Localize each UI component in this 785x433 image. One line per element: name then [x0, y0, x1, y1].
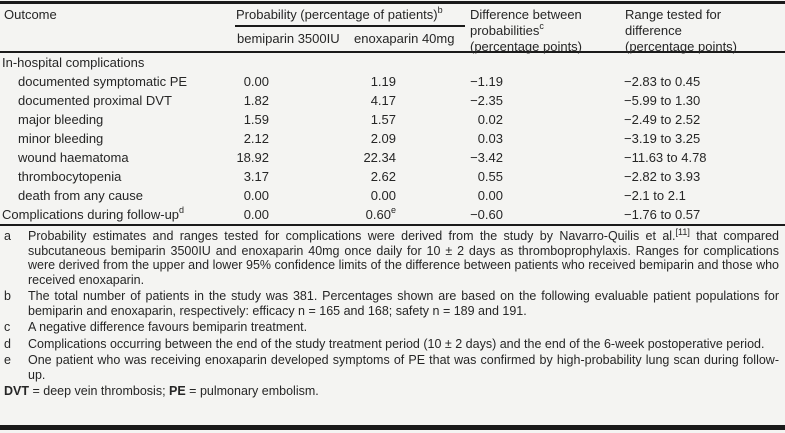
table-row: minor bleeding 2.12 2.09 0.03 −3.19 to 3.25: [0, 129, 785, 148]
abbreviations-line: DVT = deep vein thrombosis; PE = pulmona…: [4, 384, 319, 398]
column-header-enoxaparin: enoxaparin 40mg: [354, 31, 455, 46]
abbreviation-term: DVT: [4, 384, 29, 398]
cell-outcome: Complications during follow-upd: [2, 205, 185, 223]
table-row: Complications during follow-upd 0.00 0.60e…: [0, 205, 785, 224]
cell-outcome: documented proximal DVT: [18, 93, 172, 108]
cell-outcome: death from any cause: [18, 188, 144, 203]
cell-bemiparin: 3.17: [243, 169, 269, 184]
cell-range: −2.1 to 2.1: [624, 188, 686, 203]
footnote-text: A negative difference favours bemiparin …: [28, 320, 308, 334]
footnote-rule: [0, 224, 785, 226]
cell-bemiparin: 0.00: [243, 207, 269, 222]
cell-bemiparin: 1.82: [243, 93, 269, 108]
difference-header-line3: (percentage points): [470, 39, 583, 54]
cell-enoxaparin: 1.19: [370, 74, 396, 89]
cell-difference: −3.42: [470, 150, 503, 165]
cell-outcome: In-hospital complications: [2, 55, 145, 70]
cell-range: −11.63 to 4.78: [624, 150, 707, 165]
abbreviation-term: PE: [169, 384, 186, 398]
cell-enoxaparin: 1.57: [370, 112, 396, 127]
footnote-e: e One patient who was receiving enoxapari…: [4, 353, 779, 382]
footnote-text: The total number of patients in the stud…: [28, 289, 779, 318]
cell-enoxaparin: 2.09: [370, 131, 396, 146]
cell-outcome: wound haematoma: [18, 150, 129, 165]
footnote-letter: b: [4, 289, 11, 303]
cell-outcome: minor bleeding: [18, 131, 104, 146]
footnote-d: d Complications occurring between the end…: [4, 337, 779, 352]
cell-range: −1.76 to 0.57: [624, 207, 701, 222]
footnote-marker: [11]: [675, 227, 690, 237]
footnote-text: One patient who was receiving enoxaparin…: [28, 353, 779, 382]
cell-enoxaparin: 2.62: [370, 169, 396, 184]
table-row: documented proximal DVT 1.82 4.17 −2.35 −5.9…: [0, 91, 785, 110]
footnote-letter: a: [4, 229, 11, 243]
cell-difference: 0.02: [477, 112, 503, 127]
footnote-letter: c: [4, 320, 11, 334]
top-rule: [0, 1, 785, 4]
cell-enoxaparin: 22.34: [363, 150, 396, 165]
cell-difference: 0.03: [477, 131, 503, 146]
footnote-a: a Probability estimates and ranges tested…: [4, 227, 779, 287]
cell-difference: −0.60: [470, 207, 503, 222]
cell-enoxaparin: 0.60e: [365, 205, 396, 223]
footnote-marker: e: [390, 205, 396, 215]
cell-outcome: documented symptomatic PE: [18, 74, 188, 89]
difference-header-line1: Difference between: [470, 7, 582, 22]
probability-group-label: Probability (percentage of patients): [236, 7, 438, 22]
cell-enoxaparin: 0.00: [370, 188, 396, 203]
footnote-letter: d: [4, 336, 11, 351]
range-header-line3: (percentage points): [625, 39, 738, 54]
difference-header-line2: probabilities: [470, 23, 540, 38]
difference-footnote-marker: c: [539, 21, 544, 31]
footnote-b: b The total number of patients in the stu…: [4, 289, 779, 318]
bottom-rule: [0, 425, 785, 430]
column-header-bemiparin: bemiparin 3500IU: [237, 31, 340, 46]
column-header-outcome: Outcome: [4, 7, 57, 22]
cell-outcome: thrombocytopenia: [18, 169, 122, 184]
column-header-range: Range tested for difference (percentage …: [620, 7, 785, 54]
cell-range: −3.19 to 3.25: [624, 131, 701, 146]
cell-difference: 0.00: [477, 188, 503, 203]
header-rule: [0, 51, 785, 53]
cell-difference: −2.35: [470, 93, 503, 108]
cell-outcome: major bleeding: [18, 112, 104, 127]
cell-enoxaparin: 4.17: [370, 93, 396, 108]
range-header-line1: Range tested for: [625, 7, 722, 22]
cell-range: −5.99 to 1.30: [624, 93, 701, 108]
footnote-text: Complications occurring between the end …: [28, 336, 765, 351]
table-row: thrombocytopenia 3.17 2.62 0.55 −2.82 to 3.9…: [0, 167, 785, 186]
column-group-probability: Probability (percentage of patients)b be…: [235, 5, 465, 51]
footnote-letter: e: [4, 353, 11, 367]
table-row: major bleeding 1.59 1.57 0.02 −2.49 to 2.52: [0, 110, 785, 129]
table-header: Outcome Probability (percentage of patie…: [0, 4, 785, 55]
cell-bemiparin: 2.12: [243, 131, 269, 146]
cell-bemiparin: 18.92: [236, 150, 269, 165]
table-row: wound haematoma 18.92 22.34 −3.42 −11.63 to …: [0, 148, 785, 167]
table-row: documented symptomatic PE 0.00 1.19 −1.19 −2…: [0, 72, 785, 91]
cell-bemiparin: 1.59: [243, 112, 269, 127]
table-row: death from any cause 0.00 0.00 0.00 −2.1 to …: [0, 186, 785, 205]
footnote-c: c A negative difference favours bemiparin…: [4, 320, 779, 335]
probability-footnote-marker: b: [437, 5, 443, 15]
footnotes: a Probability estimates and ranges tested…: [0, 226, 785, 382]
footnote-marker: d: [179, 205, 185, 215]
cell-bemiparin: 0.00: [243, 188, 269, 203]
cell-range: −2.49 to 2.52: [624, 112, 701, 127]
cell-bemiparin: 0.00: [243, 74, 269, 89]
probability-group-title: Probability (percentage of patients)b: [235, 5, 462, 23]
cell-range: −2.82 to 3.93: [624, 169, 701, 184]
cell-difference: −1.19: [470, 74, 503, 89]
probability-group-rule: [235, 25, 465, 27]
cell-difference: 0.55: [477, 169, 503, 184]
column-header-difference: Difference between probabilitiesc (perce…: [462, 7, 620, 54]
cell-range: −2.83 to 0.45: [624, 74, 701, 89]
range-header-line2: difference: [625, 23, 682, 38]
table-body: In-hospital complications documented symp…: [0, 53, 785, 224]
probability-subheaders: bemiparin 3500IU enoxaparin 40mg: [235, 31, 462, 46]
table-section-row: In-hospital complications: [0, 53, 785, 72]
footnote-text: Probability estimates and ranges tested …: [28, 227, 779, 287]
